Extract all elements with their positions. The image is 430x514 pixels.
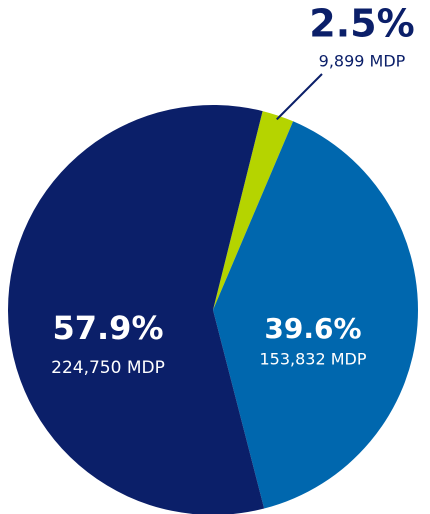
pie-slice bbox=[213, 111, 294, 310]
slice-amount: 224,750 MDP bbox=[51, 358, 165, 378]
slice-percent: 39.6% bbox=[264, 312, 361, 345]
pie-slice bbox=[213, 121, 418, 509]
slice-percent: 2.5% bbox=[309, 2, 414, 46]
slice-amount: 153,832 MDP bbox=[259, 350, 366, 369]
leader-line bbox=[276, 73, 323, 121]
slice-amount: 9,899 MDP bbox=[319, 52, 406, 71]
slice-percent: 57.9% bbox=[52, 309, 163, 347]
pie-slice bbox=[8, 105, 265, 514]
